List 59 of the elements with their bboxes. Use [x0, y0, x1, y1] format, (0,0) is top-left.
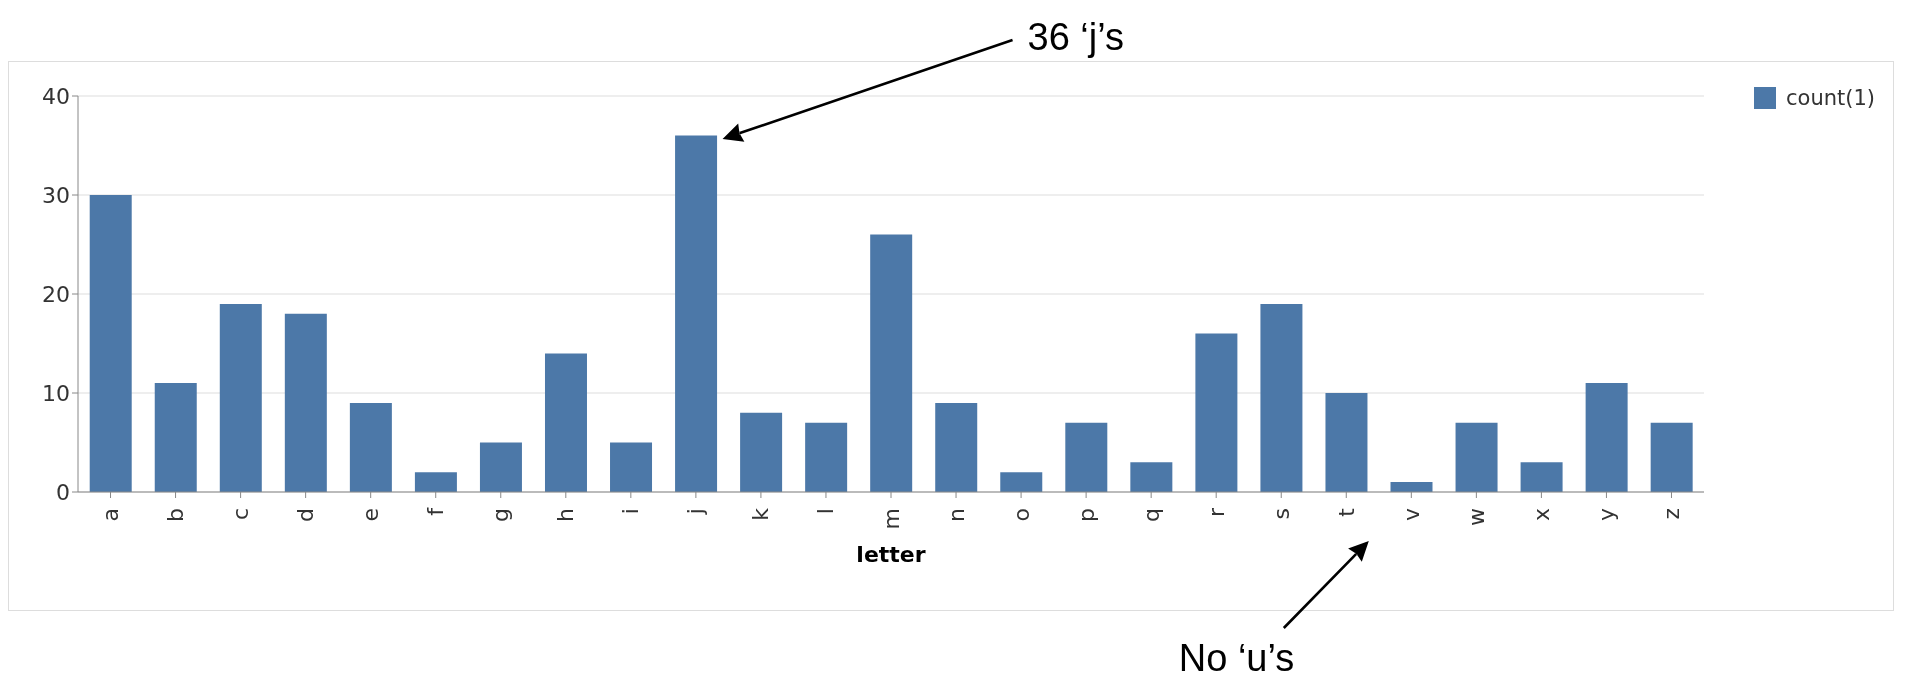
x-tick-label: y [1593, 508, 1619, 522]
legend-label: count(1) [1786, 86, 1875, 110]
bar [1325, 393, 1368, 492]
bar [1130, 462, 1173, 492]
text: 36 ‘j’s [1027, 16, 1125, 58]
x-tick-label: q [1138, 508, 1164, 522]
bar [219, 303, 262, 492]
x-tick-label: z [1658, 508, 1684, 520]
bar [935, 402, 978, 492]
x-tick-label: w [1463, 508, 1489, 526]
bar [1065, 422, 1108, 492]
x-tick-label: c [228, 508, 254, 521]
x-tick-label: r [1203, 507, 1229, 518]
text: No ‘u’s [1178, 637, 1295, 679]
bar [89, 195, 132, 492]
x-tick-label: a [98, 508, 124, 522]
bar [1000, 472, 1043, 492]
x-tick-label: m [878, 508, 904, 530]
bar [740, 412, 783, 492]
x-tick-label: n [943, 508, 969, 522]
x-tick-label: p [1073, 508, 1099, 522]
bar [805, 422, 848, 492]
bar [349, 402, 392, 492]
y-tick-label: 20 [42, 281, 70, 307]
bar [1520, 462, 1563, 492]
bar [154, 383, 197, 492]
bar [544, 353, 587, 492]
x-tick-label: l [813, 508, 839, 515]
x-tick-label: f [423, 506, 449, 516]
bar [1585, 383, 1628, 492]
bar [1390, 482, 1433, 492]
x-tick-label: g [488, 508, 514, 522]
x-tick-label: d [293, 508, 319, 522]
x-tick-label: i [618, 508, 644, 515]
bar [675, 135, 718, 492]
x-tick-label: k [748, 507, 774, 521]
bar [414, 472, 457, 492]
x-tick-label: o [1008, 508, 1034, 522]
bar [1195, 333, 1238, 492]
y-tick-label: 40 [42, 83, 70, 109]
bar [479, 442, 522, 492]
x-tick-label: v [1398, 508, 1424, 522]
x-tick-label: e [358, 508, 384, 522]
bar [1260, 303, 1303, 492]
x-tick-label: s [1268, 508, 1294, 520]
bar [870, 234, 913, 492]
x-tick-label: h [553, 508, 579, 522]
x-tick-label: t [1333, 507, 1359, 517]
bar [610, 442, 653, 492]
x-tick-label: j [683, 508, 709, 516]
bar [284, 313, 327, 492]
x-tick-label: b [163, 508, 189, 522]
x-axis-title: letter [856, 542, 926, 567]
y-tick-label: 10 [42, 380, 70, 406]
bar [1455, 422, 1498, 492]
y-tick-label: 0 [56, 479, 70, 505]
y-tick-label: 30 [42, 182, 70, 208]
bar [1650, 422, 1693, 492]
x-tick-label: x [1528, 508, 1554, 522]
